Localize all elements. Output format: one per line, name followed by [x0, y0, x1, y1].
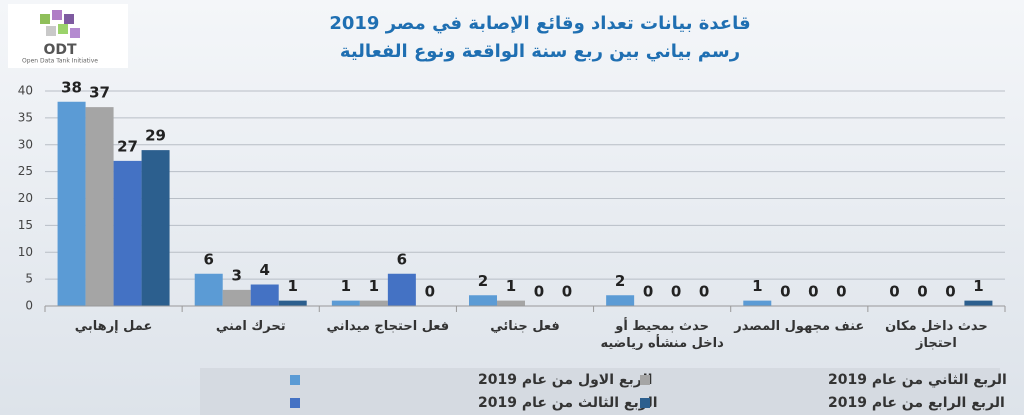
value-label: 3 [231, 266, 241, 284]
x-tick-label: فعل جنائي [490, 319, 560, 334]
legend-swatch [640, 398, 650, 408]
legend-swatch [290, 398, 300, 408]
value-label: 6 [397, 250, 407, 268]
value-label: 2 [478, 272, 488, 290]
legend-label: الربع الاول من عام 2019 [478, 372, 652, 388]
value-label: 0 [808, 283, 818, 301]
value-label: 38 [61, 78, 82, 96]
bar [222, 289, 251, 306]
legend-box [200, 368, 1000, 415]
y-tick-label: 10 [18, 245, 33, 259]
bar [194, 273, 223, 306]
bar [964, 300, 993, 306]
y-tick-label: 25 [18, 164, 33, 178]
value-label: 0 [945, 283, 955, 301]
value-label: 0 [425, 283, 435, 301]
y-tick-label: 30 [18, 137, 33, 151]
legend-label: الربع الثاني من عام 2019 [828, 372, 1007, 388]
value-label: 0 [562, 283, 572, 301]
value-label: 0 [643, 283, 653, 301]
bar [743, 300, 772, 306]
legend-swatch [290, 375, 300, 385]
x-tick-label: عنف مجهول المصدر [734, 319, 865, 334]
bar [387, 273, 416, 306]
value-label: 0 [889, 283, 899, 301]
x-tick-label: حدث داخل مكان احتجاز [885, 319, 988, 351]
logo-cubes [40, 10, 80, 38]
value-label: 0 [780, 283, 790, 301]
value-label: 1 [341, 277, 351, 295]
value-label: 27 [117, 137, 138, 155]
value-label: 1 [973, 277, 983, 295]
y-tick-label: 20 [18, 191, 33, 205]
bar [141, 150, 170, 306]
value-label: 1 [752, 277, 762, 295]
bar [85, 107, 114, 306]
value-label: 1 [287, 277, 297, 295]
legend-label: الربع الرابع من عام 2019 [828, 395, 1005, 411]
bar [469, 295, 497, 306]
bar [497, 300, 525, 306]
value-label: 37 [89, 84, 110, 102]
value-label: 1 [506, 277, 516, 295]
value-label: 4 [259, 261, 269, 279]
y-tick-label: 15 [18, 218, 33, 232]
y-tick-label: 5 [25, 272, 33, 286]
value-label: 0 [917, 283, 927, 301]
value-label: 29 [145, 127, 166, 145]
chart-title: قاعدة بيانات تعداد وقائع الإصابة في مصر … [329, 13, 750, 34]
y-tick-label: 0 [25, 299, 33, 313]
bar [359, 300, 388, 306]
value-label: 1 [369, 277, 379, 295]
legend-label: الربع الثالث من عام 2019 [478, 395, 658, 411]
x-tick-label: تحرك امني [215, 319, 286, 334]
y-tick-label: 35 [18, 110, 33, 124]
x-tick-label: عمل إرهابي [74, 319, 153, 334]
value-label: 0 [671, 283, 681, 301]
chart-subtitle: رسم بياني بين ربع سنة الواقعة ونوع الفعا… [340, 41, 740, 62]
logo-subtitle: Open Data Tank Initiative [22, 58, 98, 65]
logo-title: ODT [43, 42, 77, 58]
bar [57, 101, 86, 306]
bar [278, 300, 307, 306]
bar [606, 295, 635, 306]
value-label: 2 [615, 272, 625, 290]
x-tick-label: فعل احتجاج ميداني [326, 319, 450, 334]
bar [331, 300, 360, 306]
value-label: 0 [534, 283, 544, 301]
y-tick-label: 40 [18, 84, 33, 98]
value-label: 6 [203, 250, 213, 268]
value-label: 0 [699, 283, 709, 301]
x-tick-label: حدث بمحيط أو داخل منشأه رياضيه [600, 319, 724, 351]
value-label: 0 [836, 283, 846, 301]
legend-swatch [640, 375, 650, 385]
bar [250, 284, 279, 306]
bar [113, 160, 142, 306]
